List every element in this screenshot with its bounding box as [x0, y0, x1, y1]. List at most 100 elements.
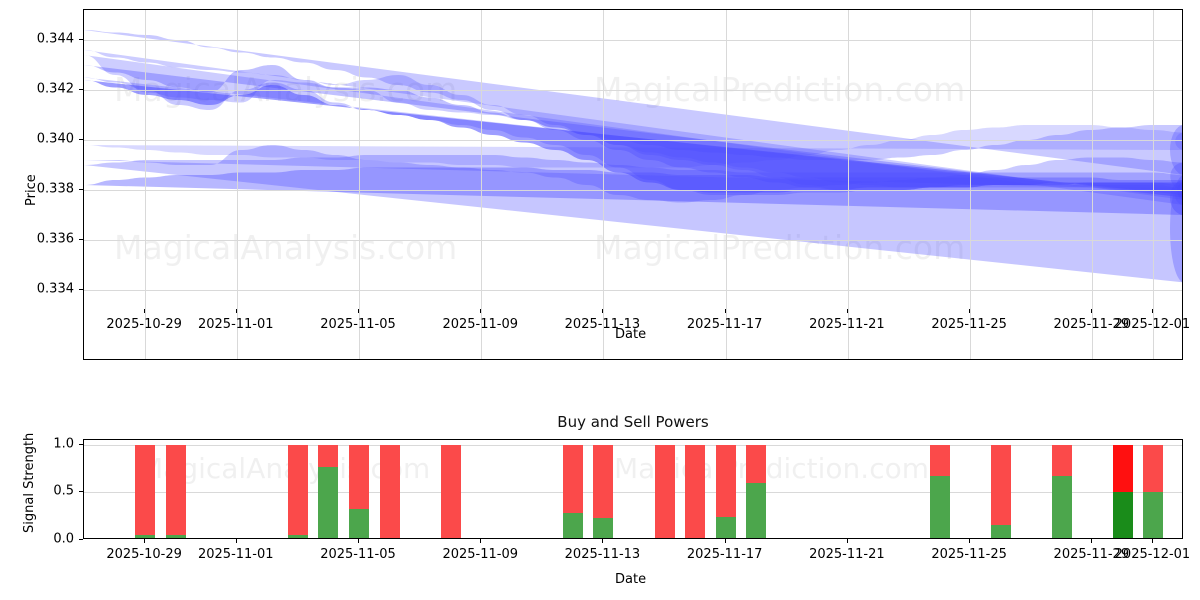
bar-buy-segment	[715, 517, 736, 538]
buy-sell-bar[interactable]	[1112, 444, 1133, 538]
price-wave-band	[84, 50, 1182, 200]
bar-buy-segment	[349, 508, 369, 538]
buy-sell-x-tick-mark	[602, 539, 604, 543]
price-x-tick-mark	[602, 309, 604, 313]
price-y-tick-label: 0.344	[36, 31, 74, 47]
price-x-tick-mark	[144, 309, 146, 313]
bar-buy-segment	[135, 535, 156, 538]
buy-sell-bar[interactable]	[165, 444, 186, 538]
buy-sell-x-tick-mark	[724, 539, 726, 543]
price-wave-band-cap	[1170, 125, 1182, 175]
price-gridline-v	[236, 10, 238, 359]
price-wave-band	[84, 80, 1182, 195]
price-x-tick-mark	[1091, 309, 1093, 313]
bar-sell-segment	[593, 444, 614, 519]
buy-sell-x-tick-label: 2025-11-29	[1053, 547, 1130, 562]
bar-sell-segment	[746, 444, 767, 483]
price-x-tick-mark	[480, 309, 482, 313]
price-x-tick-label: 2025-10-29	[106, 317, 182, 332]
bar-sell-segment	[685, 444, 706, 538]
price-x-tick-label: 2025-11-13	[564, 317, 641, 332]
price-y-tick-label: 0.342	[36, 81, 74, 97]
bar-buy-segment	[287, 535, 308, 538]
bar-sell-segment	[287, 444, 308, 536]
price-x-tick-label: 2025-12-01	[1114, 317, 1191, 332]
price-wave-band-cap	[1175, 132, 1182, 150]
buy-sell-x-axis-title: Date	[615, 572, 647, 587]
bar-buy-segment	[165, 535, 186, 538]
buy-sell-bar[interactable]	[1143, 444, 1164, 538]
price-y-tick-mark	[79, 239, 83, 240]
price-gridline-v	[847, 10, 849, 359]
bar-buy-segment	[562, 513, 583, 538]
buy-sell-x-tick-mark	[144, 539, 146, 543]
price-y-tick-label: 0.338	[36, 181, 74, 197]
bar-sell-segment	[715, 444, 736, 518]
price-wave-plot-area[interactable]: MagicalAnalysis.com MagicalPrediction.co…	[83, 9, 1183, 360]
bar-buy-segment	[1143, 492, 1164, 538]
buy-sell-bar[interactable]	[135, 444, 156, 538]
buy-sell-powers-plot-area[interactable]: MagicalAnalysis.com MagicalPrediction.co…	[83, 439, 1183, 539]
price-wave-band	[84, 145, 1182, 203]
bar-sell-segment	[318, 444, 339, 467]
bar-sell-segment	[379, 444, 400, 538]
price-x-tick-label: 2025-11-17	[686, 317, 763, 332]
buy-sell-powers-title: Buy and Sell Powers	[557, 413, 709, 431]
buy-sell-bar[interactable]	[593, 444, 614, 538]
price-gridline-v	[603, 10, 605, 359]
price-x-tick-label: 2025-11-29	[1053, 317, 1130, 332]
buy-sell-bar[interactable]	[929, 444, 950, 538]
buy-sell-x-tick-mark	[1152, 539, 1154, 543]
price-y-tick-mark	[79, 289, 83, 290]
price-y-tick-mark	[79, 139, 83, 140]
price-gridline-h	[84, 140, 1182, 141]
price-gridline-v	[481, 10, 483, 359]
price-gridline-h	[84, 190, 1182, 191]
bar-buy-segment	[1051, 476, 1072, 538]
buy-sell-y-axis-title: Signal Strength	[22, 432, 37, 533]
bar-buy-segment	[990, 524, 1011, 538]
price-x-tick-mark	[235, 309, 237, 313]
price-x-tick-mark	[724, 309, 726, 313]
buy-sell-x-tick-mark	[358, 539, 359, 543]
buy-sell-bar[interactable]	[562, 444, 583, 538]
price-gridline-v	[1153, 10, 1155, 359]
buy-sell-bar[interactable]	[1051, 444, 1072, 538]
bar-buy-segment	[929, 476, 950, 538]
price-wave-band	[84, 65, 1182, 198]
price-x-tick-mark	[846, 309, 848, 313]
price-x-tick-label: 2025-11-05	[320, 317, 396, 332]
bar-sell-segment	[562, 444, 583, 514]
price-y-tick-mark	[79, 39, 83, 40]
buy-sell-bar[interactable]	[349, 444, 369, 538]
buy-sell-x-tick-label: 2025-11-01	[197, 547, 274, 562]
buy-sell-y-tick-mark	[79, 539, 83, 540]
buy-sell-bar[interactable]	[654, 444, 675, 538]
buy-sell-bar[interactable]	[746, 444, 767, 538]
price-x-tick-mark	[358, 309, 359, 313]
buy-sell-bar[interactable]	[287, 444, 308, 538]
price-wave-band-cap	[1170, 175, 1182, 282]
buy-sell-bar[interactable]	[379, 444, 400, 538]
bar-buy-segment	[746, 482, 767, 538]
bar-sell-segment	[165, 444, 186, 536]
buy-sell-bar[interactable]	[318, 444, 339, 538]
price-gridline-v	[145, 10, 147, 359]
buy-sell-bar[interactable]	[715, 444, 736, 538]
buy-sell-gridline-h	[84, 492, 1182, 494]
buy-sell-bar[interactable]	[440, 444, 461, 538]
buy-sell-x-tick-label: 2025-11-25	[931, 547, 1007, 562]
buy-sell-bar[interactable]	[685, 444, 706, 538]
buy-sell-bar[interactable]	[990, 444, 1011, 538]
price-wave-panel: MagicalAnalysis.com MagicalPrediction.co…	[24, 9, 1191, 360]
price-y-tick-mark	[79, 89, 83, 90]
price-x-axis-title: Date	[615, 327, 647, 342]
buy-sell-gridline-h	[84, 444, 1182, 446]
buy-sell-x-tick-label: 2025-11-17	[686, 547, 763, 562]
price-y-tick-label: 0.336	[36, 231, 74, 247]
price-x-tick-mark	[1152, 309, 1154, 313]
buy-sell-x-tick-label: 2025-12-01	[1114, 547, 1191, 562]
price-x-tick-mark	[969, 309, 971, 313]
bar-sell-segment	[929, 444, 950, 477]
price-y-tick-label: 0.334	[36, 281, 74, 297]
